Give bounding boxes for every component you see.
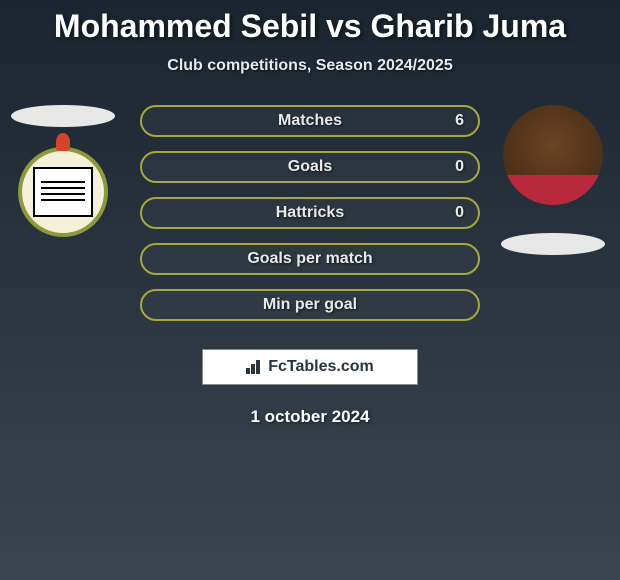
player-left-column: [8, 105, 118, 237]
stat-label: Min per goal: [263, 296, 357, 314]
stat-value-right: 0: [455, 204, 464, 222]
stat-value-right: 0: [455, 158, 464, 176]
badge-book-icon: [33, 167, 93, 217]
badge-flame-icon: [56, 133, 70, 151]
stat-row-goals-per-match: Goals per match: [140, 243, 480, 275]
avatar-right: [503, 105, 603, 205]
brand-badge[interactable]: FcTables.com: [202, 349, 418, 385]
stat-label: Matches: [278, 112, 342, 130]
brand-text: FcTables.com: [268, 358, 374, 376]
stat-label: Goals: [288, 158, 332, 176]
stat-row-goals: Goals 0: [140, 151, 480, 183]
header: Mohammed Sebil vs Gharib Juma Club compe…: [0, 0, 620, 75]
stat-label: Goals per match: [247, 250, 372, 268]
avatar-placeholder-right: [501, 233, 605, 255]
club-badge-left: [18, 147, 108, 237]
page-title: Mohammed Sebil vs Gharib Juma: [0, 8, 620, 45]
stat-row-min-per-goal: Min per goal: [140, 289, 480, 321]
stat-label: Hattricks: [276, 204, 344, 222]
footer-date: 1 october 2024: [0, 407, 620, 427]
stats-table: Matches 6 Goals 0 Hattricks 0 Goals per …: [140, 105, 480, 321]
avatar-placeholder-left: [11, 105, 115, 127]
bar-chart-icon: [246, 360, 264, 374]
player-right-column: [498, 105, 608, 255]
stat-row-hattricks: Hattricks 0: [140, 197, 480, 229]
page-subtitle: Club competitions, Season 2024/2025: [0, 57, 620, 75]
stat-row-matches: Matches 6: [140, 105, 480, 137]
stat-value-right: 6: [455, 112, 464, 130]
avatar-jersey-icon: [503, 175, 603, 205]
comparison-content: Matches 6 Goals 0 Hattricks 0 Goals per …: [0, 105, 620, 335]
